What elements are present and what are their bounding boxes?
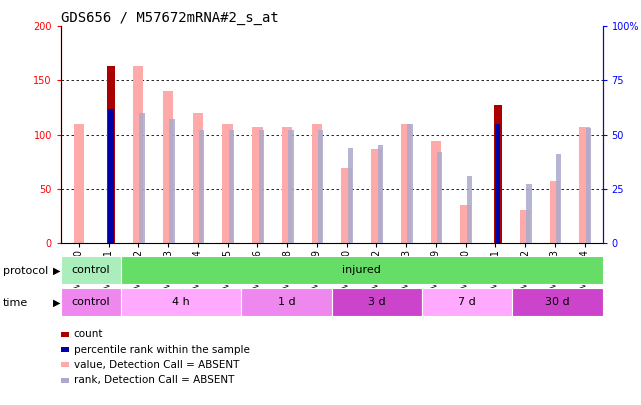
Text: percentile rank within the sample: percentile rank within the sample [74,345,249,354]
Bar [288,130,294,243]
Text: rank, Detection Call = ABSENT: rank, Detection Call = ABSENT [74,375,234,385]
Text: 3 d: 3 d [368,297,386,307]
Bar [512,288,603,316]
Text: time: time [3,298,28,308]
Text: count: count [74,329,103,339]
Bar [437,152,442,243]
Text: control: control [72,297,110,307]
Bar [140,113,145,243]
Bar [378,145,383,243]
Bar [163,92,173,243]
Bar [407,124,413,243]
Bar [61,256,121,284]
Bar [121,288,242,316]
Bar [107,66,115,243]
Text: 1 d: 1 d [278,297,296,307]
Bar [526,185,531,243]
Text: GDS656 / M57672mRNA#2_s_at: GDS656 / M57672mRNA#2_s_at [61,11,279,25]
Bar [495,124,501,243]
Text: protocol: protocol [3,266,49,275]
Text: value, Detection Call = ABSENT: value, Detection Call = ABSENT [74,360,239,370]
Bar [342,168,352,243]
Bar [252,127,263,243]
Text: 4 h: 4 h [172,297,190,307]
Bar [312,124,322,243]
Bar [199,130,204,243]
Text: 7 d: 7 d [458,297,476,307]
Bar [282,127,292,243]
Bar [121,256,603,284]
Bar [348,148,353,243]
Bar [192,113,203,243]
Bar [222,124,233,243]
Bar [401,124,412,243]
Text: injured: injured [342,265,381,275]
Text: 30 d: 30 d [545,297,570,307]
Bar [61,288,121,316]
Bar [133,66,144,243]
Bar [460,205,471,243]
Bar [520,211,530,243]
Bar [332,288,422,316]
Text: ▶: ▶ [53,298,60,308]
Bar [169,119,174,243]
Bar [318,130,324,243]
Bar [579,127,590,243]
Text: control: control [72,265,110,275]
Bar [242,288,332,316]
Bar [586,128,591,243]
Bar [494,105,501,243]
Text: ▶: ▶ [53,266,60,275]
Bar [108,109,113,243]
Bar [431,141,441,243]
Bar [74,124,84,243]
Bar [550,181,560,243]
Bar [258,130,264,243]
Bar [556,154,562,243]
Bar [229,130,234,243]
Bar [467,176,472,243]
Bar [422,288,512,316]
Bar [371,149,381,243]
